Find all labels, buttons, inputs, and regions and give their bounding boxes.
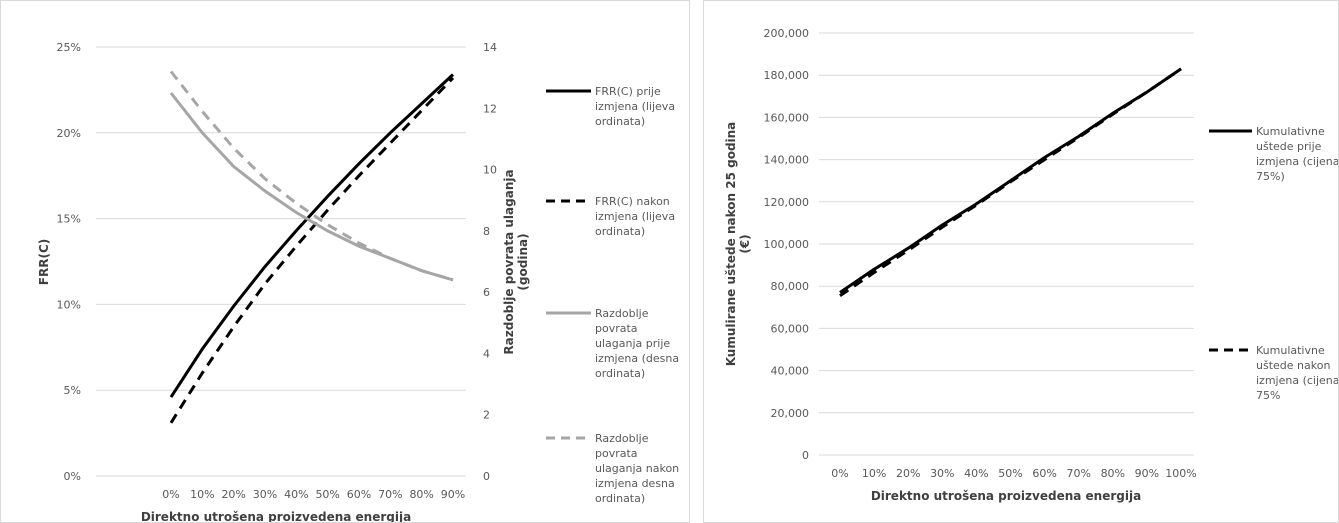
y-tick-label: 120,000 (764, 196, 810, 209)
x-tick-label: 10% (862, 467, 886, 480)
y2-tick-label: 4 (483, 347, 490, 360)
y2-tick-label: 8 (483, 225, 490, 238)
x-axis-title: Direktno utrošena proizvedena energija (871, 489, 1141, 503)
left-chart-panel: 0% 5% 10% 15% 20% 25% 0 2 4 6 8 10 12 14 0% 10% 20% 30% 40… (0, 0, 690, 523)
y-tick-label: 15% (57, 213, 81, 226)
y2-tick-label: 10 (483, 164, 497, 177)
x-tick-label: 60% (347, 488, 371, 501)
cumulative-savings-chart: 0 20,000 40,000 60,000 80,000 100,000 120,000 1… (724, 27, 1339, 503)
legend-label-4: Razdoblje povrata ulaganja nakon izmjena de… (595, 432, 679, 505)
y-tick-label: 5% (64, 384, 81, 397)
y-tick-label: 200,000 (764, 27, 810, 40)
y-tick-label: 80,000 (771, 280, 810, 293)
x-tick-label: 0% (831, 467, 848, 480)
x-tick-label: 10% (190, 488, 214, 501)
x-tick-label: 100% (1165, 467, 1196, 480)
y-axis-title: Kumulirane uštede nakon 25 godina(€) (724, 122, 752, 367)
x-tick-label: 30% (930, 467, 954, 480)
y-tick-label: 20,000 (771, 407, 810, 420)
x-tick-label: 50% (998, 467, 1022, 480)
y-tick-label: 180,000 (764, 69, 810, 82)
y-tick-label: 140,000 (764, 154, 810, 167)
y-tick-label: 40,000 (771, 365, 810, 378)
x-tick-label: 60% (1032, 467, 1056, 480)
y-axis-title: FRR(C) (37, 239, 51, 285)
y2-tick-label: 14 (483, 41, 497, 54)
legend-label-1: FRR(C) prije izmjena (lijeva ordinata) (595, 85, 675, 128)
frr-payback-chart: 0% 5% 10% 15% 20% 25% 0 2 4 6 8 10 12 14 0% 10% 20% 30% 40… (37, 41, 679, 523)
y2-axis-title: Razdoblje povrata ulaganja(godina) (502, 169, 530, 354)
legend-label-3: Razdoblje povrata ulaganja prije izmjena (d… (595, 307, 679, 380)
x-tick-label: 0% (162, 488, 179, 501)
x-tick-label: 70% (1066, 467, 1090, 480)
y2-tick-label: 2 (483, 409, 490, 422)
y-tick-label: 25% (57, 41, 81, 54)
legend-label-2: Kumulativne uštede nakon izmjena (cijena 75… (1256, 344, 1339, 402)
series-line-4 (169, 70, 454, 282)
x-tick-label: 40% (964, 467, 988, 480)
y-tick-label: 20% (57, 127, 81, 140)
x-tick-label: 30% (253, 488, 277, 501)
series-line-2 (169, 76, 455, 424)
y-tick-label: 0% (64, 470, 81, 483)
y-tick-label: 60,000 (771, 322, 810, 335)
x-tick-label: 40% (284, 488, 308, 501)
x-tick-label: 80% (1101, 467, 1125, 480)
y2-tick-label: 0 (483, 470, 490, 483)
x-tick-label: 80% (409, 488, 433, 501)
y2-tick-label: 6 (483, 286, 490, 299)
x-tick-label: 20% (221, 488, 245, 501)
x-tick-label: 90% (1135, 467, 1159, 480)
series-line-2 (839, 67, 1182, 297)
x-tick-label: 50% (315, 488, 339, 501)
series-line-1 (169, 73, 455, 398)
y-tick-label: 0 (802, 449, 809, 462)
x-tick-label: 20% (896, 467, 920, 480)
y-tick-label: 160,000 (764, 111, 810, 124)
series-line-3 (169, 92, 454, 282)
y-tick-label: 10% (57, 298, 81, 311)
y2-tick-label: 12 (483, 102, 497, 115)
right-chart-panel: 0 20,000 40,000 60,000 80,000 100,000 120,000 1… (703, 0, 1339, 523)
legend-label-1: Kumulativne uštede prije izmjena (cijena 75… (1256, 125, 1339, 183)
legend-label-2: FRR(C) nakon izmjena (lijeva ordinata) (595, 195, 675, 238)
x-tick-label: 90% (441, 488, 465, 501)
y-tick-label: 100,000 (764, 238, 810, 251)
x-tick-label: 70% (378, 488, 402, 501)
x-axis-title: Direktno utrošena proizvedena energija (141, 510, 411, 523)
